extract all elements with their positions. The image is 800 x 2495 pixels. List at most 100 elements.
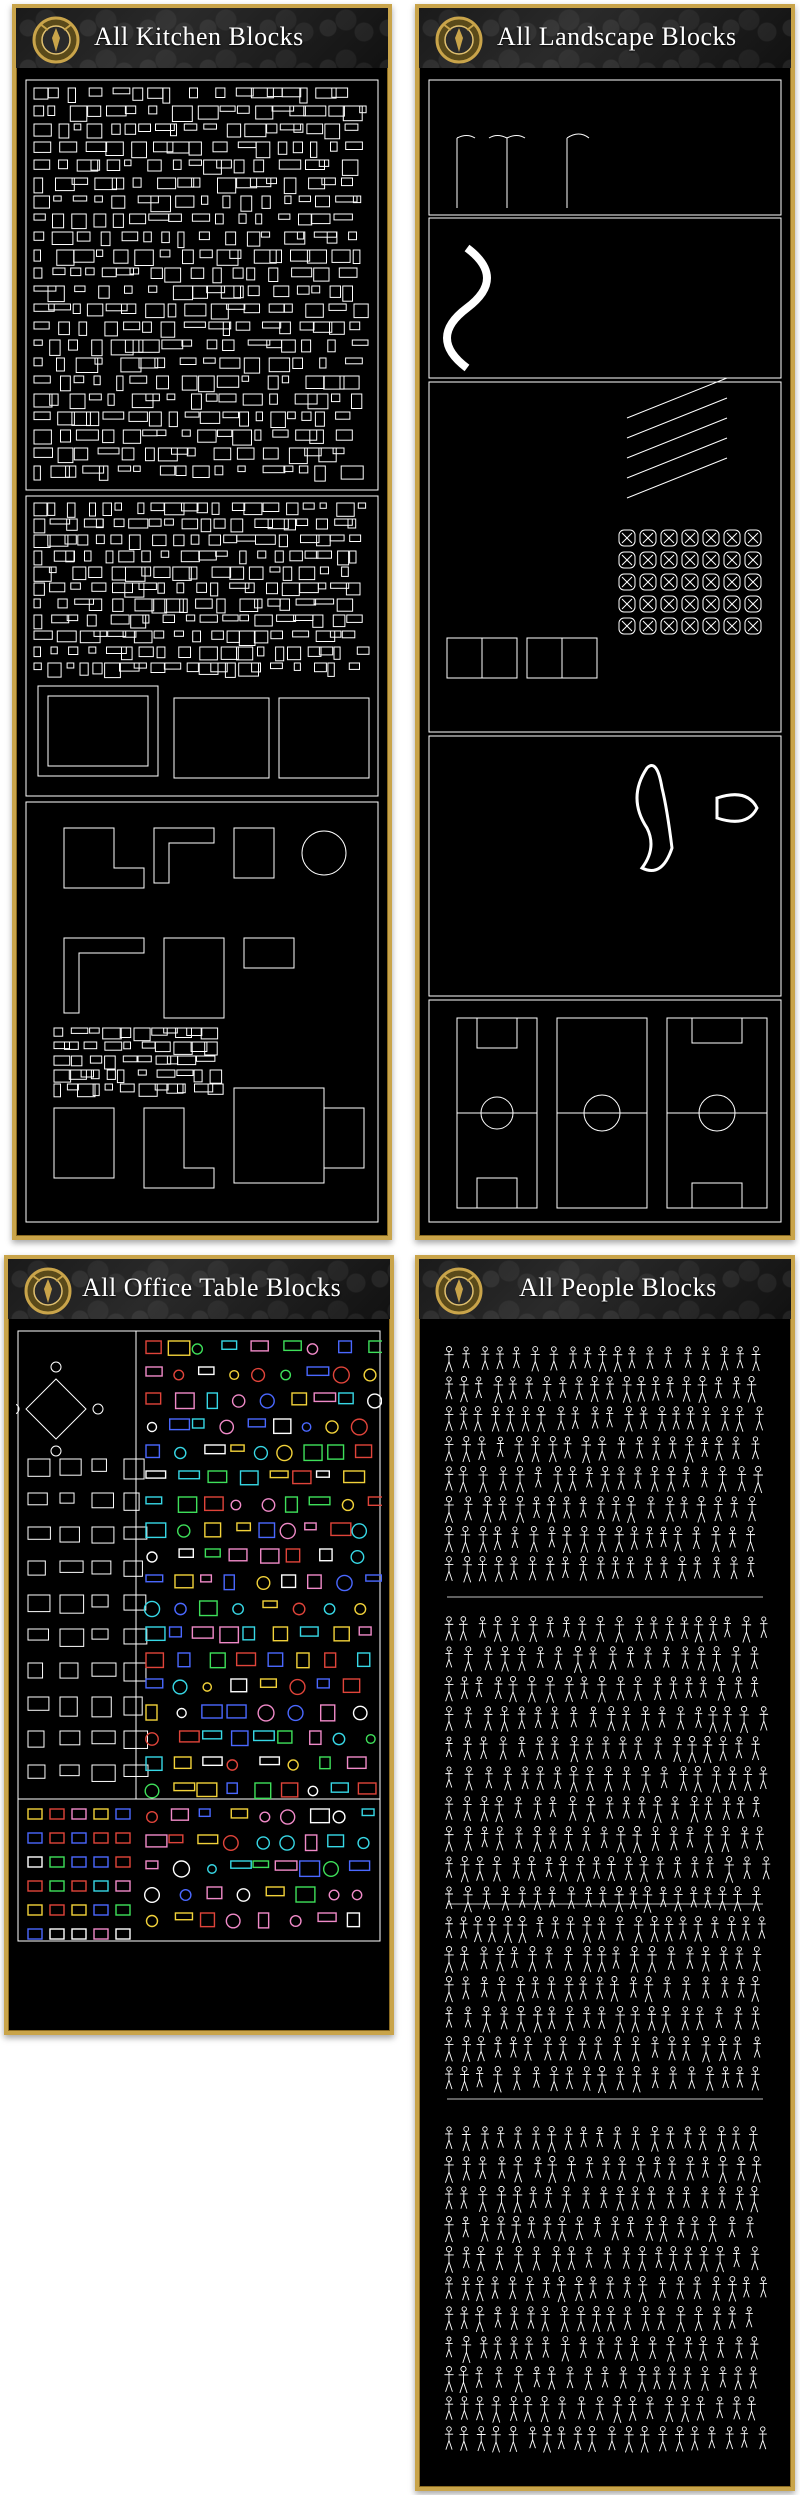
person-figure [517, 1706, 526, 1730]
counter-block [233, 827, 275, 879]
table-block [309, 1730, 322, 1746]
kitchen-block [51, 231, 74, 245]
kitchen-block [347, 518, 357, 529]
kitchen-block [57, 598, 68, 609]
kitchen-block [254, 429, 262, 441]
kitchen-blocks-panel[interactable]: All Kitchen Blocks [12, 4, 392, 1240]
kitchen-block [314, 411, 325, 427]
table-block [269, 1470, 289, 1479]
people-blocks-panel[interactable]: All People Blocks [415, 1255, 795, 2491]
chair-block [256, 1576, 271, 1590]
kitchen-block [254, 614, 273, 627]
person-figure [684, 1435, 695, 1463]
kitchen-block [53, 1055, 71, 1066]
person-figure [749, 2185, 759, 2213]
kitchen-block [112, 598, 124, 612]
person-figure [750, 2246, 760, 2271]
table-block [304, 1834, 318, 1852]
person-figure [658, 1706, 666, 1728]
kitchen-block [66, 518, 78, 531]
person-figure [444, 1616, 454, 1641]
person-figure [444, 2186, 454, 2210]
kitchen-block [250, 87, 274, 99]
kitchen-block [147, 87, 164, 99]
kitchen-block [190, 267, 205, 279]
kitchen-block [268, 267, 279, 282]
crest-emblem-icon [435, 1267, 483, 1315]
desk-block [59, 1594, 85, 1614]
person-figure [460, 2066, 469, 2092]
paving-tile [702, 529, 720, 547]
person-figure [731, 2126, 741, 2150]
person-figure [459, 1376, 469, 1403]
kitchen-block [292, 630, 310, 638]
chair-block [236, 1888, 251, 1902]
kitchen-block [159, 249, 171, 258]
kitchen-block [156, 429, 167, 437]
kitchen-block [33, 249, 41, 262]
landscape-blocks-panel[interactable]: All Landscape Blocks [415, 4, 795, 1240]
office-table-blocks-panel[interactable]: All Office Table Blocks [4, 1255, 394, 2035]
table-block [257, 1912, 270, 1929]
person-figure [487, 1915, 497, 1943]
table-block [265, 1886, 285, 1897]
kitchen-block [192, 465, 210, 478]
person-figure [631, 2065, 642, 2093]
kitchen-block [218, 393, 237, 403]
kitchen-block [219, 105, 236, 112]
kitchen-block [273, 285, 290, 298]
kitchen-block [188, 141, 202, 156]
person-figure [445, 2006, 453, 2028]
table-block [198, 1600, 218, 1617]
person-figure [751, 2155, 762, 2183]
table-block [145, 1678, 164, 1689]
kitchen-block [348, 231, 358, 241]
kitchen-block [112, 87, 131, 95]
person-figure [478, 1616, 487, 1638]
landscape-cad-svg [428, 79, 782, 1223]
person-figure [683, 2366, 692, 2390]
table-block [27, 1880, 43, 1892]
person-figure [666, 2186, 675, 2209]
person-figure [666, 1466, 676, 1492]
person-figure [613, 2126, 622, 2150]
table-block [145, 1574, 164, 1583]
table-block [284, 1496, 299, 1513]
table-block [296, 1652, 310, 1669]
kitchen-block [191, 213, 211, 222]
kitchen-block [199, 614, 218, 623]
person-figure [681, 1976, 691, 2001]
paving-tile [639, 529, 657, 547]
paving-tile [681, 529, 699, 547]
kitchen-block [168, 411, 178, 428]
table-block [259, 1756, 281, 1766]
paving-tile [639, 617, 657, 635]
person-figure [687, 1735, 697, 1763]
person-figure [734, 2006, 743, 2030]
person-figure [751, 1886, 761, 1912]
person-figure [606, 1406, 614, 1428]
kitchen-block [321, 177, 336, 186]
section-frame [25, 801, 379, 1223]
person-figure [755, 1826, 764, 1851]
person-figure [545, 1946, 553, 1969]
counter-block [163, 937, 225, 1019]
kitchen-block [177, 231, 185, 249]
table-block [343, 1470, 366, 1484]
person-figure [652, 2366, 661, 2390]
round-table [301, 830, 347, 876]
person-figure [497, 2156, 506, 2179]
kitchen-block [138, 646, 154, 658]
person-figure [566, 2366, 574, 2389]
person-figure [659, 1886, 667, 1908]
person-figure [444, 1976, 454, 2003]
kitchen-block [72, 566, 87, 581]
kitchen-block [216, 159, 232, 169]
table-block [230, 1860, 252, 1869]
kitchen-block [222, 321, 231, 336]
person-figure [503, 1915, 513, 1944]
person-figure [508, 2426, 518, 2453]
person-figure [601, 1736, 610, 1759]
kitchen-block [238, 213, 247, 224]
person-figure [464, 1496, 473, 1521]
